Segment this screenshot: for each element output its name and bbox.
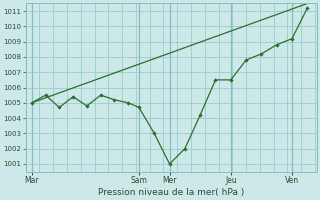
X-axis label: Pression niveau de la mer( hPa ): Pression niveau de la mer( hPa ) bbox=[98, 188, 244, 197]
